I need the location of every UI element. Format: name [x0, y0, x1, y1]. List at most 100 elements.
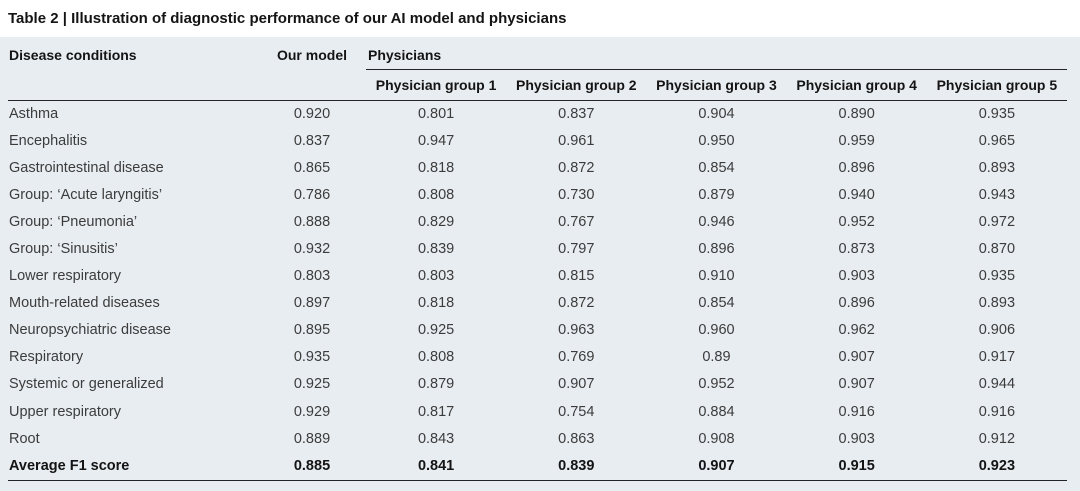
score-cell: 0.843	[417, 430, 455, 447]
table-row: Asthma 0.920 0.801 0.837 0.904 0.890 0.935	[8, 100, 1067, 127]
score-cell: 0.89	[702, 349, 731, 366]
table-body: Asthma 0.920 0.801 0.837 0.904 0.890 0.935 Ence…	[8, 100, 1067, 452]
disease-condition-cell: Encephalitis	[9, 132, 88, 149]
header-physician-group-3: Physician group 3	[646, 69, 787, 101]
score-cell: 0.959	[838, 132, 875, 149]
score-cell: 0.903	[838, 268, 875, 285]
table-row: Lower respiratory 0.803 0.803 0.815 0.910 0.9…	[8, 263, 1067, 290]
table-container: Disease conditions Our model Physicians …	[0, 37, 1080, 491]
average-our-model: 0.885	[258, 452, 366, 481]
score-cell: 0.916	[978, 403, 1016, 420]
header-physician-group-1: Physician group 1	[366, 69, 507, 101]
performance-table: Disease conditions Our model Physicians …	[8, 37, 1067, 481]
score-cell: 0.872	[558, 159, 595, 176]
score-cell: 0.946	[698, 213, 735, 230]
score-cell: 0.925	[293, 376, 331, 393]
score-cell: 0.952	[838, 213, 875, 230]
average-physician-group-2: 0.839	[506, 452, 647, 481]
disease-condition-cell: Neuropsychiatric disease	[9, 322, 171, 339]
score-cell: 0.961	[558, 132, 595, 149]
header-physician-group-2: Physician group 2	[506, 69, 647, 101]
score-cell: 0.829	[417, 213, 455, 230]
table-row: Respiratory 0.935 0.808 0.769 0.89 0.907 0.917	[8, 344, 1067, 371]
score-cell: 0.865	[293, 159, 331, 176]
score-cell: 0.907	[838, 349, 875, 366]
score-cell: 0.920	[293, 105, 331, 122]
average-row: Average F1 score 0.885 0.841 0.839 0.907…	[8, 452, 1067, 481]
score-cell: 0.940	[838, 186, 875, 203]
score-cell: 0.962	[838, 322, 875, 339]
score-cell: 0.879	[698, 186, 735, 203]
average-physician-group-4: 0.915	[786, 452, 927, 481]
average-physician-group-3: 0.907	[646, 452, 787, 481]
score-cell: 0.960	[698, 322, 735, 339]
score-cell: 0.890	[838, 105, 875, 122]
disease-condition-cell: Root	[9, 430, 40, 447]
score-cell: 0.815	[558, 268, 595, 285]
score-cell: 0.896	[838, 295, 875, 312]
score-cell: 0.893	[978, 159, 1016, 176]
score-cell: 0.972	[978, 213, 1016, 230]
score-cell: 0.963	[558, 322, 595, 339]
header-row-1: Disease conditions Our model Physicians	[8, 37, 1067, 101]
score-cell: 0.908	[698, 430, 735, 447]
score-cell: 0.786	[293, 186, 331, 203]
disease-condition-cell: Mouth-related diseases	[9, 295, 160, 312]
header-physician-group-5: Physician group 5	[926, 69, 1067, 101]
table-row: Gastrointestinal disease 0.865 0.818 0.872 0…	[8, 154, 1067, 181]
score-cell: 0.803	[293, 268, 331, 285]
score-cell: 0.854	[698, 159, 735, 176]
header-physician-group-4: Physician group 4	[786, 69, 927, 101]
header-row-2: Physician group 1 Physician group 2 Phys…	[8, 69, 1067, 101]
score-cell: 0.910	[698, 268, 735, 285]
score-cell: 0.929	[293, 403, 331, 420]
score-cell: 0.839	[417, 241, 455, 258]
score-cell: 0.904	[698, 105, 735, 122]
score-cell: 0.935	[978, 268, 1016, 285]
disease-condition-cell: Gastrointestinal disease	[9, 159, 164, 176]
table-row: Root 0.889 0.843 0.863 0.908 0.903 0.912	[8, 425, 1067, 452]
score-cell: 0.912	[978, 430, 1016, 447]
disease-condition-cell: Respiratory	[9, 349, 84, 366]
score-cell: 0.769	[558, 349, 595, 366]
score-cell: 0.837	[293, 132, 331, 149]
table-row: Group: ‘Pneumonia’ 0.888 0.829 0.767 0.946 0.…	[8, 208, 1067, 235]
table-footer: Average F1 score 0.885 0.841 0.839 0.907…	[8, 452, 1067, 481]
table-row: Group: ‘Sinusitis’ 0.932 0.839 0.797 0.896 0.…	[8, 235, 1067, 262]
table-row: Group: ‘Acute laryngitis’ 0.786 0.808 0.730…	[8, 181, 1067, 208]
score-cell: 0.917	[978, 349, 1016, 366]
score-cell: 0.817	[417, 403, 455, 420]
table-row: Encephalitis 0.837 0.947 0.961 0.950 0.959 0.9…	[8, 127, 1067, 154]
average-physician-group-1: 0.841	[366, 452, 507, 481]
score-cell: 0.907	[558, 376, 595, 393]
score-cell: 0.873	[838, 241, 875, 258]
score-cell: 0.925	[417, 322, 455, 339]
score-cell: 0.879	[417, 376, 455, 393]
score-cell: 0.801	[417, 105, 455, 122]
score-cell: 0.803	[417, 268, 455, 285]
score-cell: 0.944	[978, 376, 1016, 393]
table-row: Systemic or generalized 0.925 0.879 0.907 0.…	[8, 371, 1067, 398]
score-cell: 0.916	[838, 403, 875, 420]
score-cell: 0.897	[293, 295, 331, 312]
score-cell: 0.947	[417, 132, 455, 149]
score-cell: 0.837	[558, 105, 595, 122]
score-cell: 0.965	[978, 132, 1016, 149]
table-row: Neuropsychiatric disease 0.895 0.925 0.963 0…	[8, 317, 1067, 344]
score-cell: 0.889	[293, 430, 331, 447]
score-cell: 0.895	[293, 322, 331, 339]
disease-condition-cell: Asthma	[9, 105, 59, 122]
score-cell: 0.854	[698, 295, 735, 312]
disease-condition-cell: Group: ‘Acute laryngitis’	[9, 186, 163, 203]
header-disease-conditions: Disease conditions	[8, 37, 258, 101]
disease-condition-cell: Upper respiratory	[9, 403, 122, 420]
score-cell: 0.884	[698, 403, 735, 420]
average-physician-group-5: 0.923	[926, 452, 1067, 481]
score-cell: 0.932	[293, 241, 331, 258]
score-cell: 0.943	[978, 186, 1016, 203]
score-cell: 0.907	[838, 376, 875, 393]
disease-condition-cell: Group: ‘Pneumonia’	[9, 213, 138, 230]
score-cell: 0.896	[698, 241, 735, 258]
score-cell: 0.818	[417, 159, 455, 176]
